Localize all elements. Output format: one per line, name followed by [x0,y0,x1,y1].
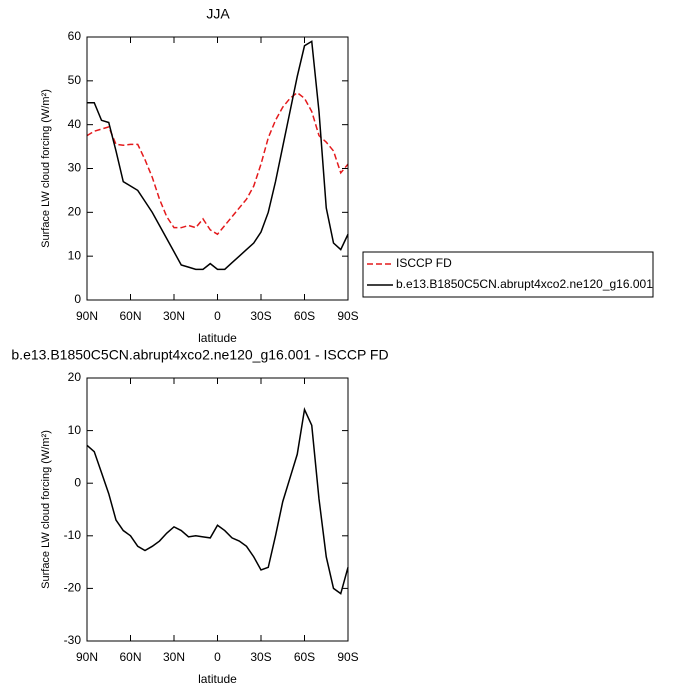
y-axis-label: Surface LW cloud forcing (W/m²) [40,430,52,589]
x-tick-label: 90S [337,309,358,323]
x-tick-label: 60N [119,650,141,664]
x-tick-label: 0 [214,650,221,664]
y-axis-label: Surface LW cloud forcing (W/m²) [40,89,52,248]
y-tick-label: 30 [68,161,82,175]
data-line [87,40,349,271]
plot-frame [86,36,349,301]
y-tick-label: 50 [68,73,82,87]
x-axis-label: latitude [198,331,237,345]
x-axis-label: latitude [198,672,237,686]
y-tick-label: 0 [74,475,81,489]
y-tick-label: 20 [68,370,82,384]
data-line [86,91,349,236]
chart-title: b.e13.B1850C5CN.abrupt4xco2.ne120_g16.00… [11,347,388,363]
y-tick-label: 20 [68,205,82,219]
y-tick-label: 10 [68,423,82,437]
legend-label: ISCCP FD [396,256,452,270]
y-tick-label: -10 [64,528,82,542]
x-tick-label: 60S [294,309,315,323]
legend-box [362,251,654,298]
x-tick-label: 30S [250,650,271,664]
data-line [86,407,349,595]
x-tick-label: 90S [337,650,358,664]
x-tick-label: 60N [119,309,141,323]
chart-title: JJA [206,6,230,22]
legend-label: b.e13.B1850C5CN.abrupt4xco2.ne120_g16.00… [396,277,653,291]
x-tick-label: 90N [76,650,98,664]
plot-frame [86,377,349,642]
y-tick-label: 0 [74,292,81,306]
x-tick-label: 30S [250,309,271,323]
x-tick-label: 0 [214,309,221,323]
y-tick-label: 40 [68,117,82,131]
x-tick-label: 30N [163,650,185,664]
y-tick-label: 60 [68,29,82,43]
y-tick-label: -20 [64,581,82,595]
x-tick-label: 30N [163,309,185,323]
x-tick-label: 90N [76,309,98,323]
y-tick-label: 10 [68,248,82,262]
x-tick-label: 60S [294,650,315,664]
y-tick-label: -30 [64,633,82,647]
